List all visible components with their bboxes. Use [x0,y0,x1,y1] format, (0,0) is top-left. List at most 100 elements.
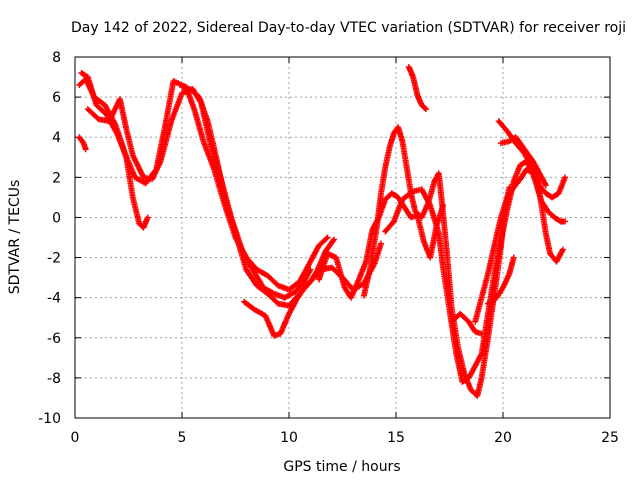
data-point-markers [418,186,433,207]
data-point-markers [204,118,219,159]
data-point [562,218,569,225]
data-point-markers [418,102,428,112]
y-axis-ticks: -10 -8 -6 -4 -2 0 2 4 6 8 [38,50,610,427]
x-tick-label: 20 [494,430,512,446]
data-point-markers [472,352,484,369]
x-tick-label: 10 [280,430,298,446]
data-point-markers [249,266,266,290]
data-point-markers [457,310,471,324]
data-point-markers [401,204,414,219]
data-point-markers [399,189,415,203]
data-point-markers [378,166,388,197]
data-point-markers [221,194,238,235]
data-point-markers [403,164,414,195]
series-track-14 [495,118,566,265]
data-point-markers [84,74,99,107]
data-point-markers [196,94,211,123]
data-point-markers [472,296,485,325]
grid-lines [75,57,610,418]
data-point-markers [435,170,446,215]
data-point-markers [435,230,446,269]
data-point-markers [478,336,491,381]
x-tick-label: 15 [387,430,405,446]
data-point-markers [382,219,396,235]
data-point-markers [512,134,527,151]
data-point-markers [322,237,336,255]
data-point-markers [123,154,136,199]
data-point [510,254,517,261]
data-point-markers [348,276,362,301]
data-point-markers [388,190,400,200]
data-point-markers [262,312,277,338]
data-point-markers [149,159,163,183]
series-track-11 [448,310,485,337]
data-point-markers [390,198,405,225]
data-point [422,106,429,113]
series-track-2 [78,70,151,231]
data-point-markers [410,74,420,97]
series-track-6 [241,236,337,339]
series-track-10 [405,64,429,113]
series-track-9 [382,158,569,385]
data-point-markers [307,244,322,265]
data-point-markers [253,266,270,278]
data-point-markers [243,266,259,288]
data-point-markers [241,298,257,312]
data-point-markers [373,192,384,231]
data-point-markers [440,264,453,311]
data-point-markers [497,208,510,245]
data-point-markers [495,118,510,133]
data-point-markers [485,295,499,307]
y-axis-label: SDTVAR / TECUs [7,180,23,295]
chart-title: Day 142 of 2022, Sidereal Day-to-day VTE… [71,20,626,36]
data-point-markers [474,376,485,399]
data-point-markers [356,260,369,281]
plot-frame [74,56,611,419]
series-track-15 [497,134,549,189]
data-point [542,182,549,189]
data-point-markers [333,254,348,289]
data-point-markers [307,270,319,285]
data-point-markers [78,70,90,80]
data-point [378,240,385,247]
data-point-markers [76,134,86,145]
data-point [330,236,337,243]
data-point-markers [493,286,506,301]
data-point-markers [510,177,523,191]
x-tick-label: 0 [71,430,80,446]
data-point-markers [363,228,376,265]
data-point-markers [277,312,292,337]
series-track-3 [76,134,89,153]
data-point-markers [191,108,206,143]
data-point-markers [123,126,136,157]
y-tick-label: 6 [52,90,61,106]
data-point-markers [491,216,504,249]
data-point-markers [286,279,302,293]
data-point-markers [542,230,553,255]
data-point-markers [93,102,109,117]
data-point-markers [478,312,491,357]
data-point-markers [294,284,309,301]
data-point-markers [168,91,185,125]
data-point-markers [187,86,201,99]
data-point-markers [530,158,544,179]
data-point-markers [555,175,568,197]
y-tick-label: 0 [52,210,61,226]
data-point-markers [200,138,217,171]
data-point [559,246,566,253]
data-point-markers [485,244,498,277]
data-point-markers [129,152,146,179]
data-point-markers [544,208,557,220]
data-point-markers [491,240,504,277]
series-track-5 [179,84,385,309]
data-point-markers [316,235,330,249]
data-point-markers [367,226,380,271]
data-point [82,146,89,153]
data-point-markers [382,145,393,171]
x-tick-label: 5 [178,430,187,446]
data-point-markers [553,248,566,265]
y-tick-label: 8 [52,50,61,66]
data-point [307,266,314,273]
data-point-markers [116,96,129,131]
y-tick-label: -10 [38,411,61,427]
